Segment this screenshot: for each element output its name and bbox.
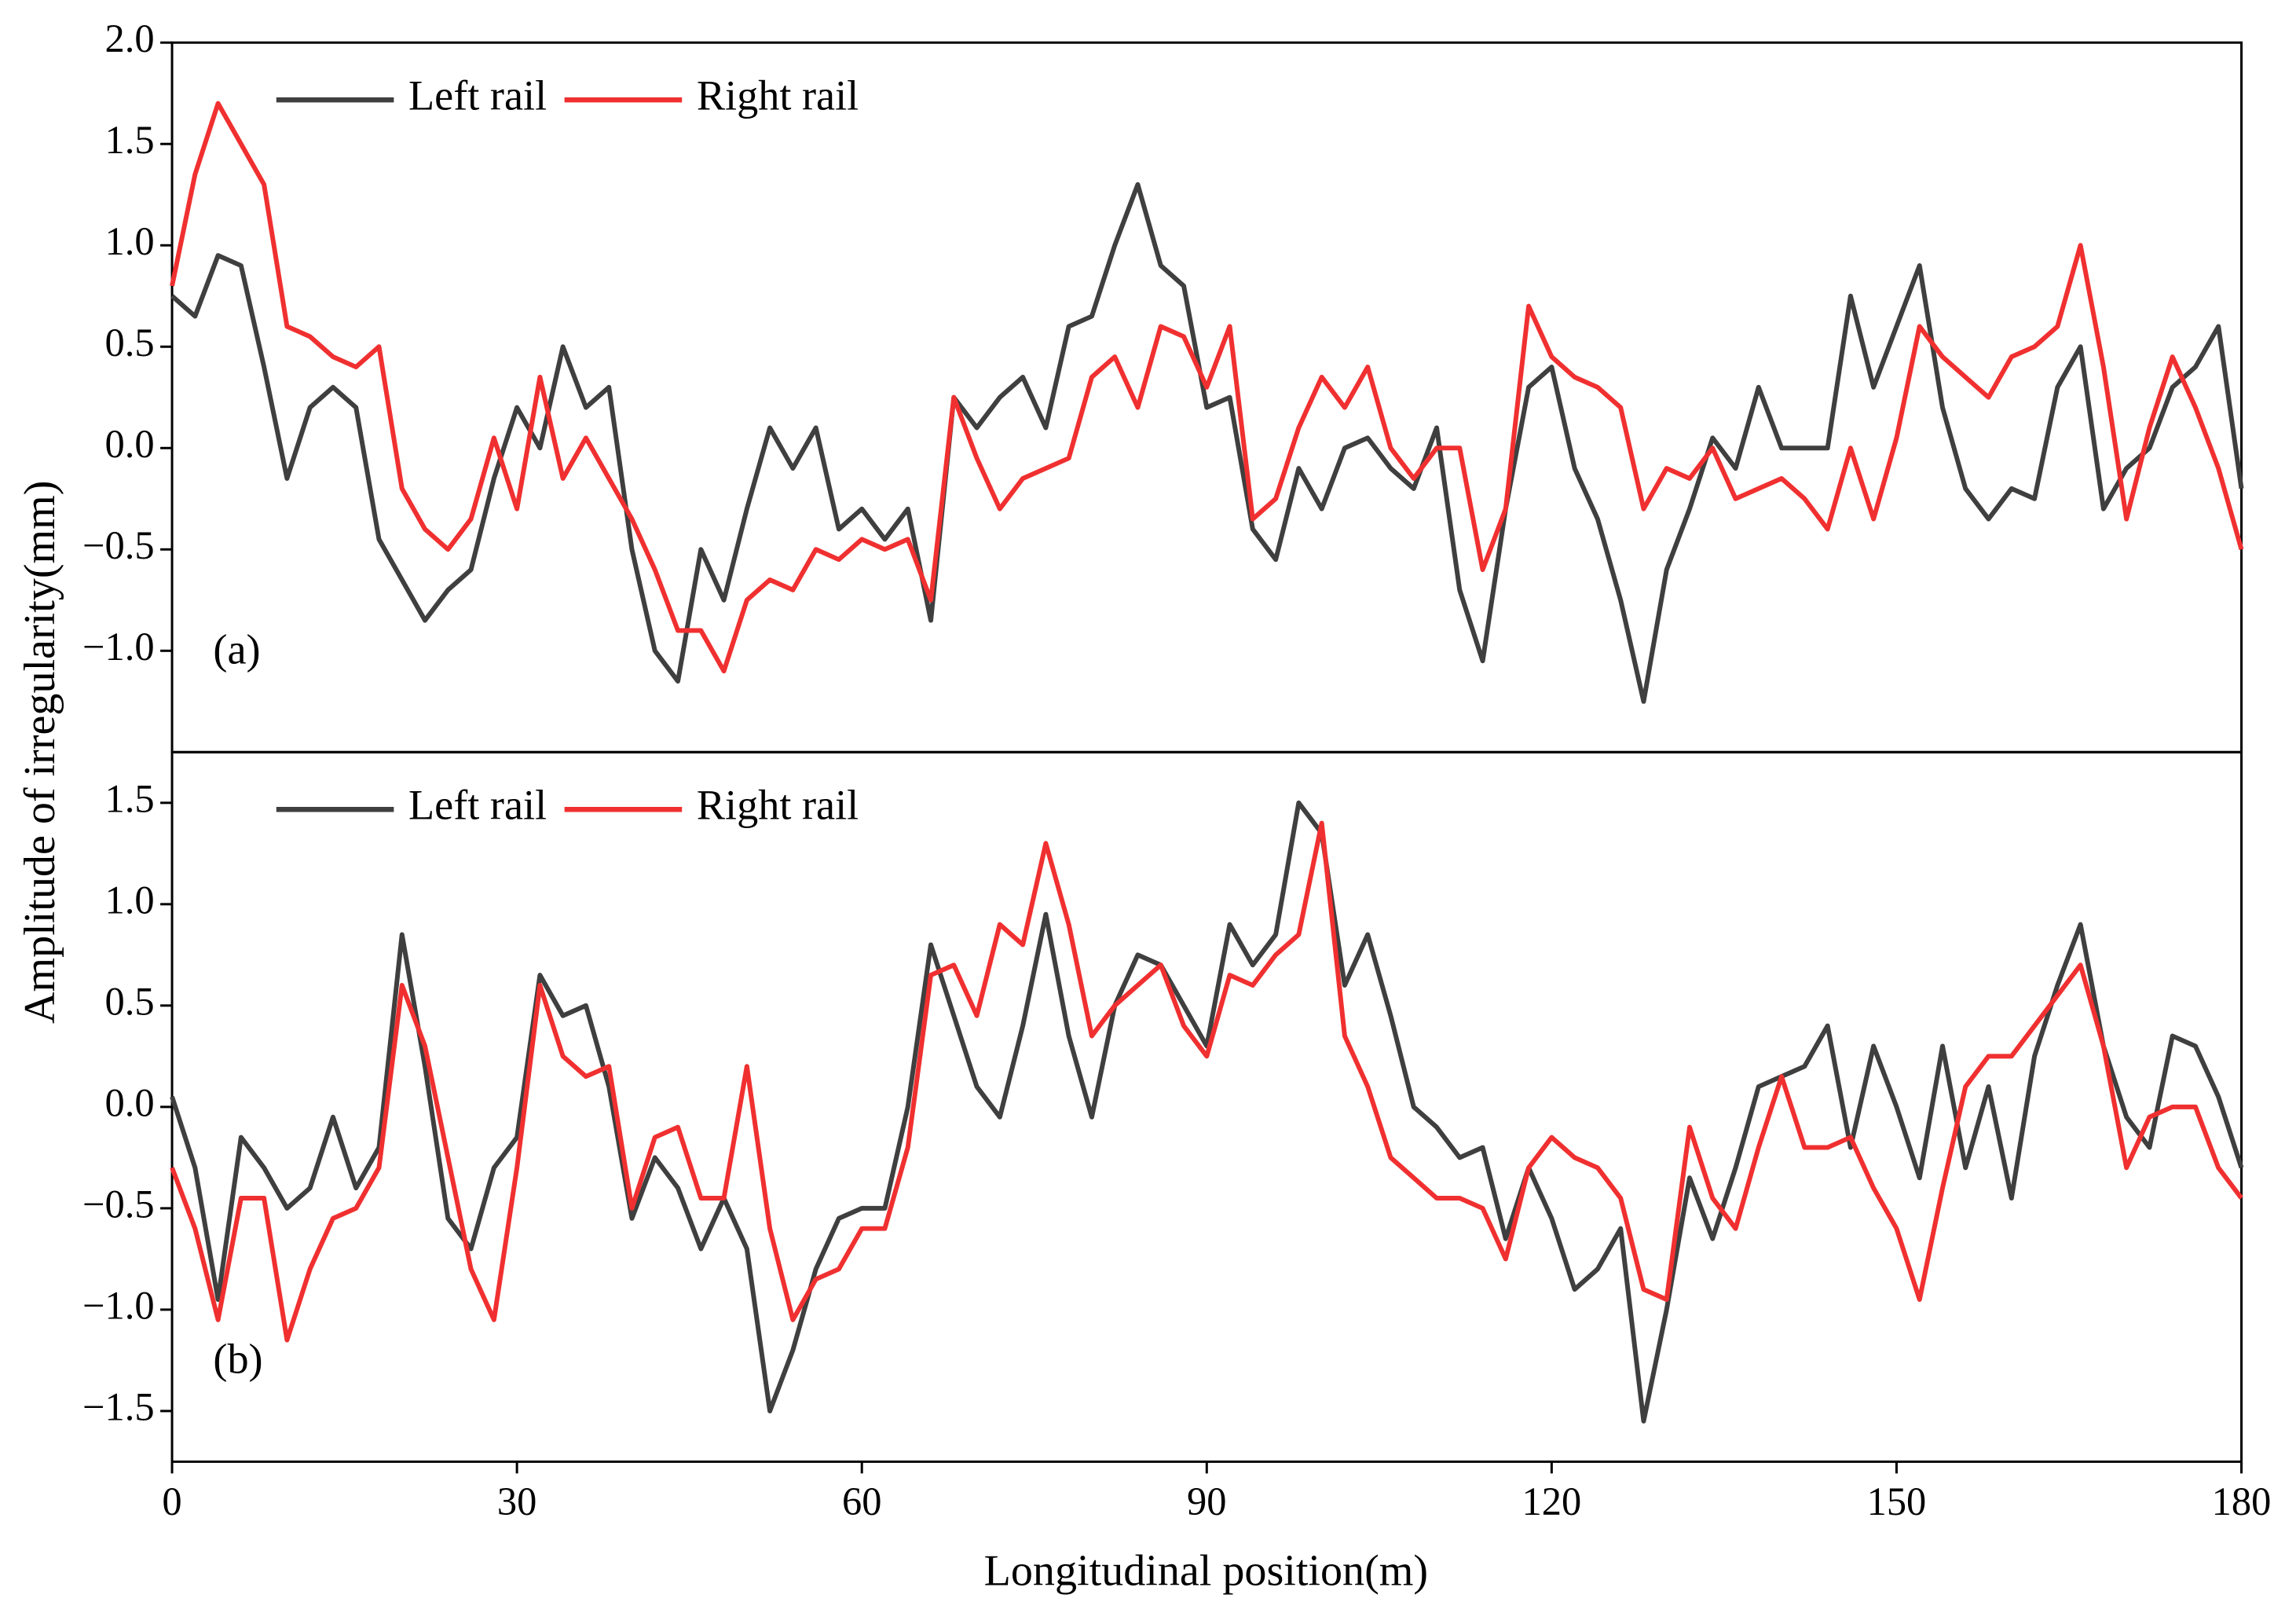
y-tick-label: −1.5 [82, 1384, 155, 1428]
x-axis-label: Longitudinal position(m) [984, 1546, 1428, 1595]
x-tick-label: 90 [1187, 1479, 1226, 1523]
y-tick-label: 1.0 [105, 878, 155, 922]
x-tick-label: 120 [1522, 1479, 1582, 1523]
y-tick-label: −1.0 [82, 1283, 155, 1327]
panel-label: (b) [213, 1336, 262, 1383]
y-axis-label: Amplitude of irregularity(mm) [16, 481, 64, 1024]
y-tick-label: −0.5 [82, 523, 155, 567]
x-tick-label: 60 [842, 1479, 881, 1523]
y-tick-label: −1.0 [82, 625, 155, 669]
y-tick-label: 1.5 [105, 776, 155, 820]
panel-label: (a) [213, 625, 260, 673]
y-tick-label: 0.5 [105, 979, 155, 1023]
y-tick-label: 0.0 [105, 422, 155, 466]
x-tick-label: 180 [2212, 1479, 2272, 1523]
y-tick-label: −0.5 [82, 1182, 155, 1226]
legend-label: Right rail [697, 72, 859, 119]
legend-label: Right rail [697, 782, 859, 829]
y-tick-label: 1.5 [105, 118, 155, 162]
x-tick-label: 30 [497, 1479, 536, 1523]
legend-label: Left rail [408, 782, 547, 829]
data-line [170, 101, 2244, 674]
x-tick-label: 150 [1867, 1479, 1927, 1523]
y-tick-label: 0.0 [105, 1080, 155, 1124]
y-tick-label: 1.0 [105, 219, 155, 263]
data-line [170, 181, 2244, 704]
data-line [170, 800, 2244, 1424]
x-tick-label: 0 [162, 1479, 181, 1523]
legend-label: Left rail [408, 72, 547, 119]
y-tick-label: 0.5 [105, 321, 155, 365]
y-tick-label: 2.0 [105, 16, 155, 60]
data-line [170, 820, 2243, 1343]
